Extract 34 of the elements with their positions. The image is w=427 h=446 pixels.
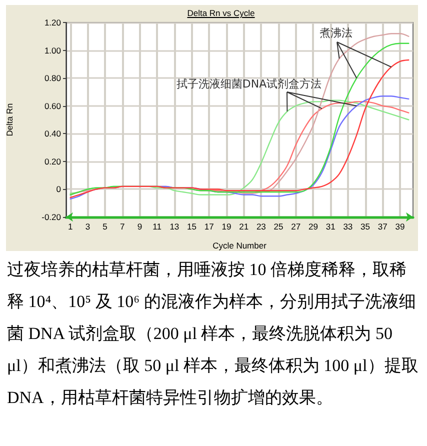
x-axis-title: Cycle Number [212, 240, 267, 250]
x-tick-label: 15 [187, 222, 197, 232]
annotation: 拭子洗液细菌DNA试剂盒方法 [176, 78, 322, 90]
x-tick-label: 33 [343, 222, 353, 232]
x-tick-label: 35 [360, 222, 370, 232]
x-tick-label: 39 [395, 222, 405, 232]
chart-title: Delta Rn vs Cycle [186, 8, 256, 18]
text: 过夜培养的枯草杆菌，用唾液按 10 倍梯度稀释，取稀释 10⁴、10⁵ 及 10⁶ 的混液作为样本，分别用拭子洗液细菌 DNA 试剂盒取（200 μl 样本，最终洗脱体积为 50 μl）和煮沸法（取 50 μl 样本，最终体积为 100 μl）提取 DNA，用枯草杆菌特异性引物扩增的效果。 [7, 259, 420, 409]
x-tick-label: 17 [204, 222, 214, 232]
x-tick-label: 3 [85, 222, 90, 232]
y-tick-label: 1.20 [44, 18, 62, 28]
x-tick-label: 37 [378, 222, 388, 232]
y-tick-label: 1.00 [44, 45, 62, 56]
y-tick-label: -0.20 [42, 212, 62, 222]
y-tick-label: 0.40 [44, 128, 62, 139]
x-tick-label: 21 [239, 222, 249, 232]
y-axis-title: Delta Rn [4, 102, 14, 136]
y-tick-label: 0.80 [44, 73, 62, 84]
x-tick-label: 27 [291, 222, 301, 232]
x-tick-label: 7 [120, 222, 126, 232]
y-tick-label: 0 [56, 184, 62, 194]
y-tick-label: 0.20 [44, 156, 62, 166]
x-tick-label: 31 [326, 222, 336, 232]
x-tick-label: 1 [68, 222, 73, 232]
annotation: 煮沸法 [320, 26, 352, 40]
x-tick-label: 29 [308, 222, 318, 232]
y-tick-label: 0.60 [44, 100, 62, 111]
x-tick-label: 11 [152, 222, 162, 232]
x-tick-label: 9 [137, 222, 142, 232]
x-tick-label: 13 [170, 222, 180, 232]
x-tick-label: 25 [274, 222, 284, 232]
x-tick-label: 5 [102, 222, 108, 232]
x-tick-label: 23 [256, 222, 266, 232]
x-tick-label: 19 [222, 222, 232, 232]
